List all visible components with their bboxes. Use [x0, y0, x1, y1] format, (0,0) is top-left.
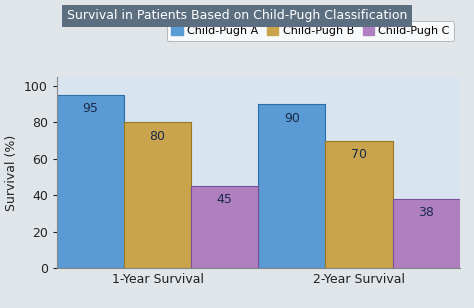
Bar [191, 186, 258, 268]
Text: 70: 70 [351, 148, 367, 161]
Bar [392, 199, 460, 268]
Text: 80: 80 [150, 130, 165, 143]
Text: 90: 90 [284, 111, 300, 124]
Text: Survival in Patients Based on Child-Pugh Classification: Survival in Patients Based on Child-Pugh… [67, 9, 407, 22]
Bar [57, 95, 124, 268]
Y-axis label: Survival (%): Survival (%) [5, 134, 18, 211]
Bar [124, 123, 191, 268]
Bar [258, 104, 326, 268]
Text: 38: 38 [418, 206, 434, 219]
Bar [326, 141, 392, 268]
Text: 45: 45 [217, 193, 233, 206]
Legend: Child-Pugh A, Child-Pugh B, Child-Pugh C: Child-Pugh A, Child-Pugh B, Child-Pugh C [167, 22, 454, 41]
Text: 95: 95 [82, 103, 99, 116]
